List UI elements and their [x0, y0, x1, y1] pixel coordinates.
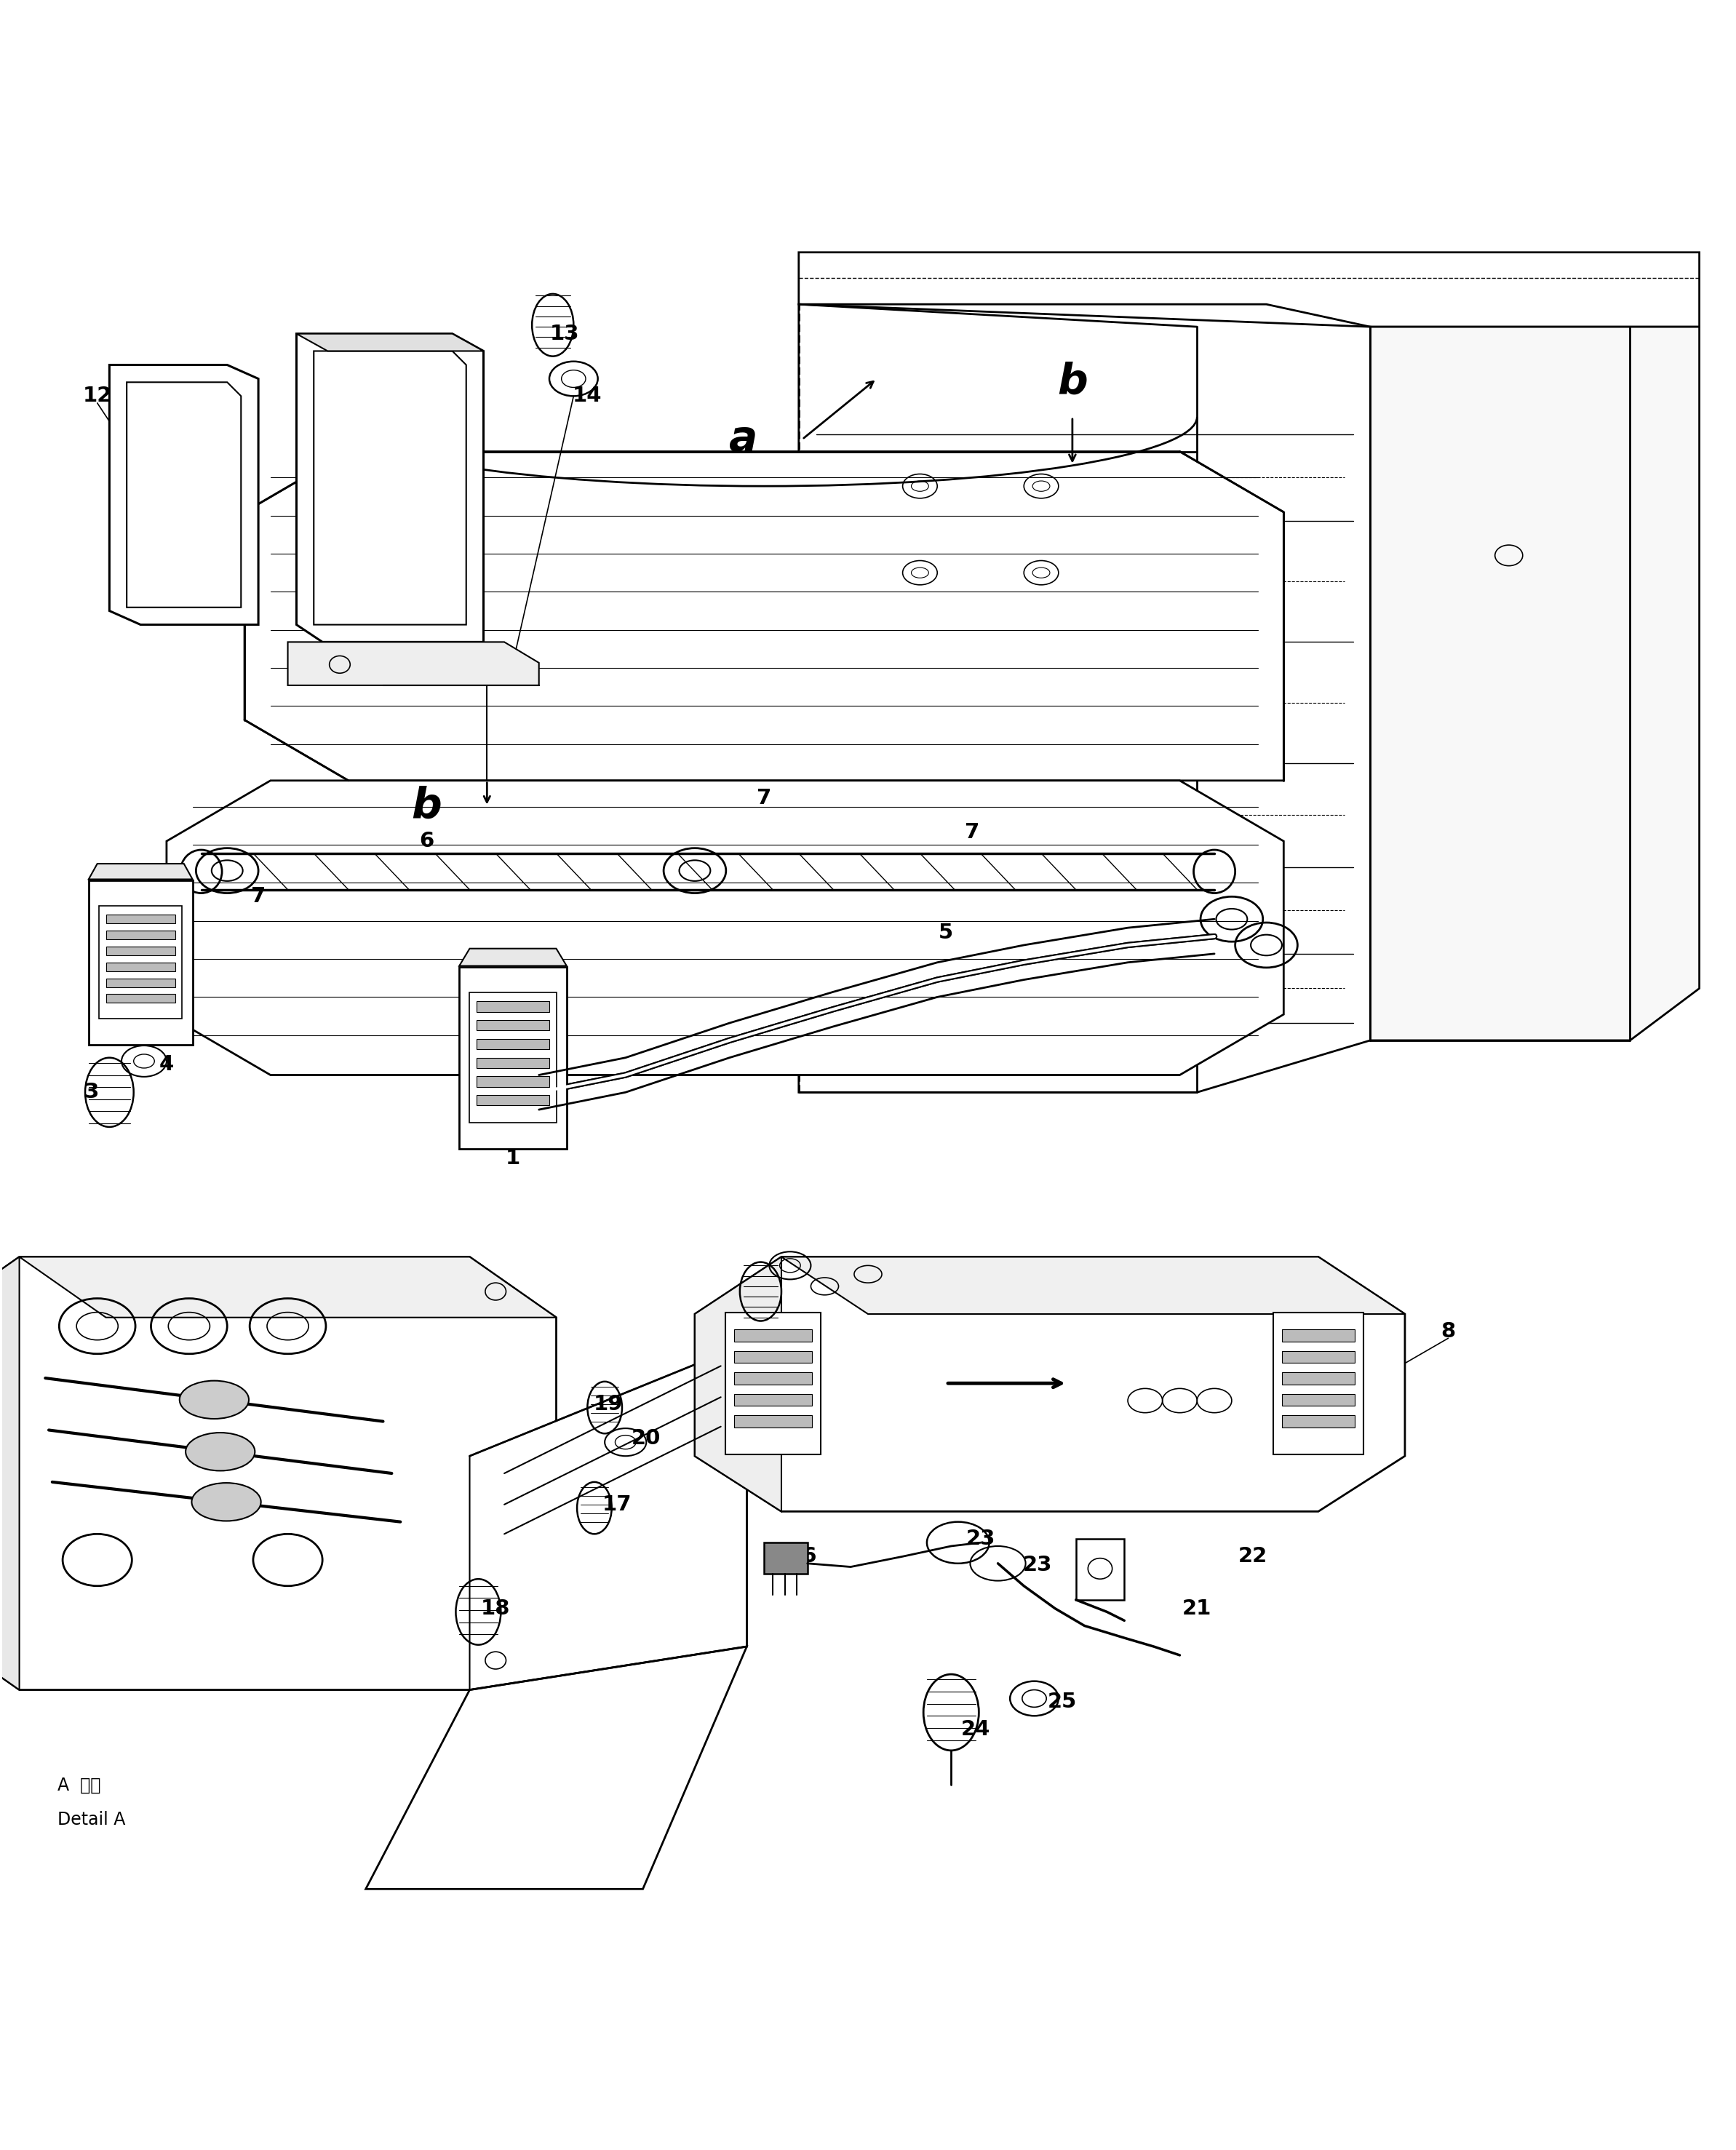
- Polygon shape: [799, 305, 1370, 1092]
- Text: 5: 5: [939, 922, 953, 944]
- Bar: [734, 1393, 812, 1406]
- Bar: [99, 905, 182, 1019]
- Text: 20: 20: [632, 1428, 661, 1449]
- Text: 18: 18: [481, 1597, 510, 1619]
- Bar: [734, 1372, 812, 1385]
- Text: b: b: [411, 785, 441, 828]
- Text: 13: 13: [550, 322, 580, 344]
- Polygon shape: [167, 780, 1283, 1075]
- Polygon shape: [297, 333, 484, 350]
- Bar: [477, 1038, 549, 1049]
- Bar: [460, 968, 566, 1148]
- Text: Detail A: Detail A: [57, 1810, 125, 1828]
- Bar: [106, 978, 175, 987]
- Bar: [1281, 1329, 1354, 1342]
- Polygon shape: [314, 350, 467, 626]
- Bar: [726, 1312, 821, 1453]
- Bar: [1281, 1393, 1354, 1406]
- Ellipse shape: [191, 1484, 260, 1520]
- Text: 15: 15: [174, 1268, 203, 1290]
- Text: 24: 24: [960, 1720, 990, 1739]
- Bar: [1281, 1350, 1354, 1363]
- Text: 23: 23: [965, 1529, 995, 1550]
- Text: a: a: [1198, 1264, 1224, 1301]
- Polygon shape: [0, 1258, 19, 1690]
- Bar: [106, 914, 175, 925]
- Bar: [1272, 1312, 1363, 1453]
- Bar: [477, 1094, 549, 1105]
- Text: 16: 16: [788, 1546, 818, 1567]
- Text: 25: 25: [1047, 1692, 1076, 1711]
- Text: 7: 7: [965, 821, 979, 843]
- Ellipse shape: [179, 1380, 248, 1419]
- Text: 8: 8: [1441, 1320, 1455, 1342]
- Bar: [734, 1415, 812, 1428]
- Text: 3: 3: [85, 1081, 99, 1103]
- Text: 22: 22: [1238, 1546, 1267, 1567]
- Ellipse shape: [186, 1432, 255, 1471]
- Polygon shape: [89, 864, 193, 879]
- Text: b: b: [1057, 361, 1087, 402]
- Text: 1: 1: [505, 1148, 521, 1167]
- Bar: [106, 946, 175, 955]
- Bar: [477, 1058, 549, 1069]
- Polygon shape: [1370, 327, 1700, 1041]
- Polygon shape: [366, 1647, 746, 1890]
- Polygon shape: [694, 1258, 1404, 1511]
- Text: 2: 2: [113, 970, 127, 989]
- Polygon shape: [799, 252, 1700, 327]
- Bar: [1076, 1539, 1125, 1600]
- Bar: [470, 993, 556, 1122]
- Text: A: A: [908, 1372, 925, 1393]
- Text: 9: 9: [748, 1303, 762, 1324]
- Bar: [106, 993, 175, 1002]
- Polygon shape: [19, 1258, 556, 1318]
- Polygon shape: [781, 1258, 1404, 1314]
- Text: 19: 19: [594, 1393, 623, 1415]
- Text: 7: 7: [757, 787, 771, 808]
- Polygon shape: [245, 452, 1283, 780]
- Text: 4: 4: [160, 1054, 174, 1075]
- Text: a: a: [729, 419, 757, 460]
- Bar: [734, 1329, 812, 1342]
- Text: 17: 17: [602, 1494, 632, 1516]
- Text: 14: 14: [573, 385, 602, 406]
- Bar: [1281, 1372, 1354, 1385]
- Polygon shape: [694, 1258, 781, 1511]
- Text: 21: 21: [1182, 1597, 1212, 1619]
- Polygon shape: [288, 643, 538, 686]
- Bar: [89, 879, 193, 1045]
- Text: 7: 7: [252, 886, 266, 907]
- Polygon shape: [297, 333, 484, 643]
- Bar: [477, 1019, 549, 1030]
- Bar: [106, 931, 175, 940]
- Text: 23: 23: [1023, 1554, 1052, 1576]
- Bar: [764, 1544, 807, 1574]
- Polygon shape: [460, 948, 566, 965]
- Text: 6: 6: [418, 832, 434, 851]
- Polygon shape: [470, 1344, 746, 1690]
- Text: 12: 12: [83, 385, 111, 406]
- Bar: [106, 963, 175, 972]
- Polygon shape: [109, 366, 259, 626]
- Bar: [477, 1002, 549, 1013]
- Polygon shape: [127, 383, 241, 606]
- Text: A  詳細: A 詳細: [57, 1776, 101, 1793]
- Polygon shape: [0, 1258, 556, 1690]
- Bar: [1281, 1415, 1354, 1428]
- Bar: [734, 1350, 812, 1363]
- Bar: [477, 1077, 549, 1086]
- Text: 10: 10: [806, 1264, 835, 1284]
- Text: 11: 11: [382, 385, 411, 406]
